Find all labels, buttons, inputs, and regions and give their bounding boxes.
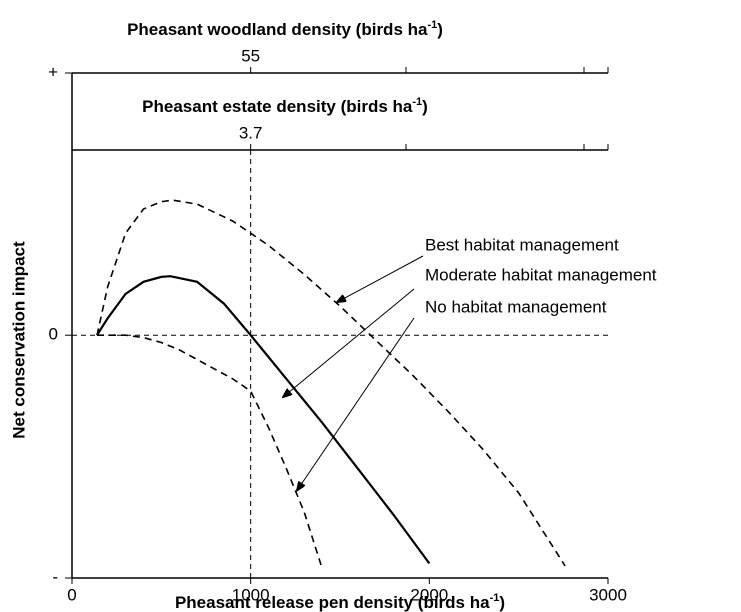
x-tick-label: 0 [67,585,76,604]
x-tick-label: 1000 [232,585,270,604]
y-axis-title: Net conservation impact [9,241,28,439]
annotation-arrow [283,288,415,397]
top-axis-title-sup: -1 [412,96,422,108]
annotation-label: No habitat management [425,297,607,316]
annotation-arrow [297,317,415,491]
series-line [96,199,566,567]
series-line [96,275,431,565]
y-tick-label: + [48,62,58,81]
top-axis-title: Pheasant estate density (birds ha-1) [142,96,428,117]
annotation-label: Moderate habitat management [425,265,657,284]
top-tick-label: 55 [241,46,260,65]
top-axis-title-end: ) [422,97,428,116]
y-tick-label: 0 [49,325,58,344]
x-tick-label: 3000 [589,585,627,604]
annotation-label: Best habitat management [425,235,619,254]
series-line [97,334,323,569]
x-axis-title-end: ) [499,593,505,612]
y-tick-label: - [52,567,58,586]
annotation-arrow [337,255,424,302]
top-axis-title-text: Pheasant woodland density (birds ha [127,20,428,39]
x-axis-title-text: Pheasant release pen density (birds ha [175,593,490,612]
top-axis-title-text: Pheasant estate density (birds ha [142,97,413,116]
top-axis-title: Pheasant woodland density (birds ha-1) [127,19,443,40]
top-axis-title-end: ) [437,20,443,39]
x-tick-label: 2000 [410,585,448,604]
top-tick-label: 3.7 [239,123,263,142]
top-axis-title-sup: -1 [427,19,437,31]
x-axis-title: Pheasant release pen density (birds ha-1… [175,592,505,612]
x-axis-title-sup: -1 [490,592,500,604]
